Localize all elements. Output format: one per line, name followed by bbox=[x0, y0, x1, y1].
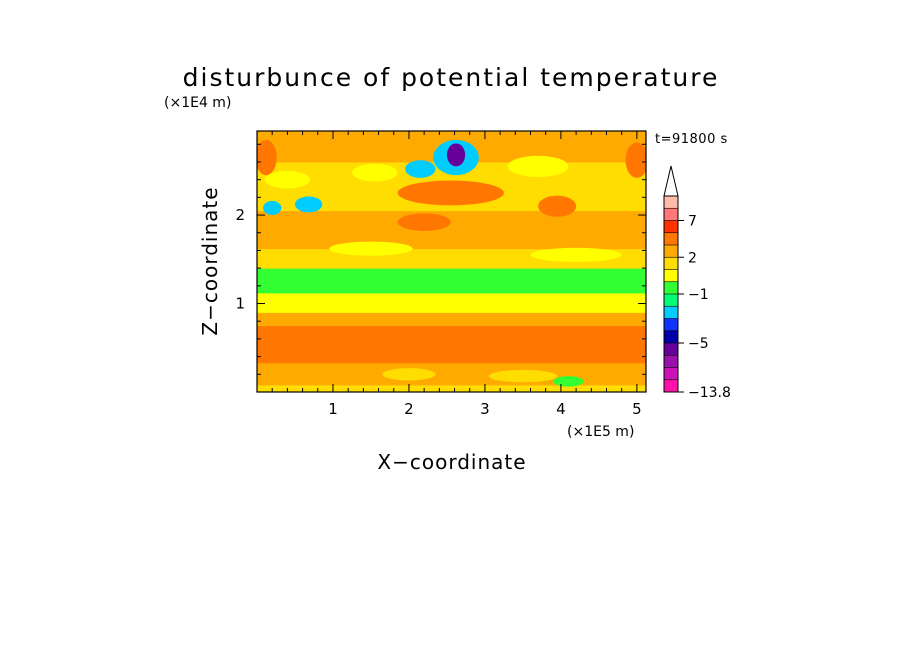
colorbar bbox=[663, 165, 679, 393]
heatmap-feature-17 bbox=[382, 368, 436, 381]
heatmap-band-4 bbox=[257, 292, 646, 313]
plot-frame bbox=[256, 130, 647, 393]
heatmap-band-5 bbox=[257, 268, 646, 294]
colorbar-swatch-15 bbox=[664, 196, 678, 209]
heatmap-feature-14 bbox=[351, 163, 398, 182]
colorbar-swatch-7 bbox=[664, 294, 678, 307]
heatmap-feature-16 bbox=[264, 170, 311, 189]
y-axis-label: Z−coordinate bbox=[198, 186, 222, 335]
heatmap-feature-19 bbox=[553, 376, 584, 387]
heatmap-feature-15 bbox=[507, 155, 569, 178]
y-scale-label: (×1E4 m) bbox=[164, 95, 231, 111]
colorbar-extend-arrow bbox=[663, 165, 679, 197]
colorbar-swatch-14 bbox=[664, 208, 678, 221]
heatmap-feature-12 bbox=[329, 241, 413, 256]
heatmap-features bbox=[257, 139, 646, 387]
colorbar-swatch-0 bbox=[664, 379, 678, 392]
heatmap-band-3 bbox=[257, 312, 646, 327]
heatmap-feature-18 bbox=[488, 369, 558, 383]
colorbar-swatch-8 bbox=[664, 281, 678, 294]
colorbar-label: −1 bbox=[688, 287, 709, 303]
x-tick-label: 2 bbox=[404, 400, 414, 418]
y-axis: 12 bbox=[235, 143, 646, 375]
colorbar-swatch-12 bbox=[664, 232, 678, 245]
heatmap-feature-4 bbox=[405, 160, 436, 178]
heatmap-feature-11 bbox=[576, 330, 637, 348]
colorbar-swatch-9 bbox=[664, 269, 678, 282]
heatmap-feature-6 bbox=[446, 143, 466, 167]
heatmap-feature-8 bbox=[397, 213, 451, 231]
heatmap-feature-1 bbox=[625, 142, 646, 178]
colorbar-label: −13.8 bbox=[688, 385, 731, 401]
heatmap-feature-2 bbox=[263, 200, 282, 216]
colorbar-swatch-4 bbox=[664, 330, 678, 343]
heatmap-feature-0 bbox=[257, 139, 277, 176]
colorbar-labels: 7 2 −1 −5 −13.8 bbox=[678, 214, 731, 401]
colorbar-label: −5 bbox=[688, 336, 709, 352]
colorbar-swatch-11 bbox=[664, 245, 678, 258]
x-tick-label: 3 bbox=[480, 400, 490, 418]
colorbar-label: 2 bbox=[688, 250, 697, 266]
x-scale-label: (×1E5 m) bbox=[567, 424, 634, 440]
heatmap-feature-13 bbox=[530, 247, 622, 262]
x-tick-label: 5 bbox=[632, 400, 642, 418]
plot-area bbox=[257, 131, 646, 392]
heatmap-band-1 bbox=[257, 362, 646, 386]
colorbar-swatch-10 bbox=[664, 257, 678, 270]
y-tick-label: 2 bbox=[235, 206, 245, 224]
colorbar-swatch-6 bbox=[664, 306, 678, 319]
heatmap-feature-9 bbox=[538, 195, 577, 217]
colorbar-label: 7 bbox=[688, 214, 697, 230]
colorbar-swatch-13 bbox=[664, 220, 678, 233]
y-tick-label: 1 bbox=[235, 295, 245, 313]
heatmap-band-0 bbox=[257, 384, 646, 392]
x-tick-label: 1 bbox=[328, 400, 338, 418]
heatmap-band-7 bbox=[257, 210, 646, 250]
x-tick-label: 4 bbox=[556, 400, 566, 418]
colorbar-swatch-2 bbox=[664, 355, 678, 368]
x-axis: 1 2 3 4 5 bbox=[271, 131, 642, 418]
colorbar-swatch-3 bbox=[664, 343, 678, 356]
time-label: t=91800 s bbox=[655, 132, 728, 147]
heatmap-feature-10 bbox=[317, 334, 607, 353]
heatmap-feature-7 bbox=[397, 180, 504, 206]
colorbar-swatch-5 bbox=[664, 318, 678, 331]
colorbar-swatch-1 bbox=[664, 367, 678, 380]
heatmap-feature-3 bbox=[294, 196, 323, 213]
x-axis-label: X−coordinate bbox=[377, 450, 526, 474]
chart-title: disturbunce of potential temperature bbox=[183, 63, 720, 92]
